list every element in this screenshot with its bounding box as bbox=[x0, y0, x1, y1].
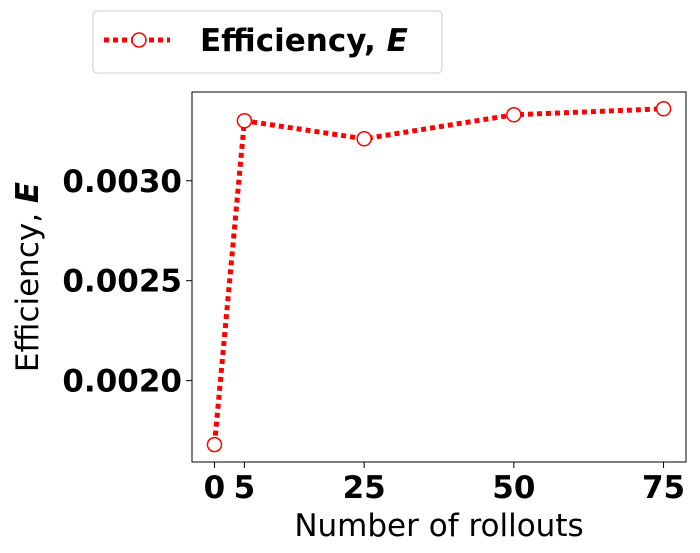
x-tick-label: 0 bbox=[204, 470, 226, 506]
legend-marker-sample bbox=[131, 32, 147, 48]
y-axis-label-text: Efficiency, bbox=[10, 203, 46, 372]
series-layer bbox=[212, 106, 664, 445]
series-line-efficiency bbox=[212, 106, 664, 445]
legend-label: Efficiency, E bbox=[200, 23, 408, 59]
y-tick-label: 0.0030 bbox=[62, 164, 182, 200]
x-tick-label: 5 bbox=[234, 470, 256, 506]
y-tick-label: 0.0020 bbox=[62, 364, 182, 400]
legend-label-text: Efficiency, bbox=[200, 23, 387, 59]
data-point bbox=[506, 107, 522, 123]
legend: Efficiency, E bbox=[92, 10, 443, 74]
legend-frame bbox=[92, 10, 443, 74]
data-point bbox=[655, 101, 672, 117]
y-axis-label: Efficiency, E bbox=[10, 182, 46, 372]
legend-label-italic: E bbox=[387, 23, 408, 59]
x-axis-label: Number of rollouts bbox=[294, 508, 583, 544]
x-tick-label: 25 bbox=[343, 470, 386, 506]
y-tick-label: 0.0025 bbox=[62, 264, 182, 300]
y-axis-ticks: 0.0020 0.0025 0.0030 bbox=[62, 164, 192, 400]
plot-frame bbox=[191, 91, 687, 463]
x-tick-label: 50 bbox=[492, 470, 535, 506]
data-point bbox=[236, 113, 253, 129]
y-axis-label-italic: E bbox=[10, 182, 46, 203]
data-point bbox=[206, 436, 223, 453]
data-point bbox=[356, 131, 372, 147]
points-layer bbox=[206, 101, 672, 453]
x-tick-label: 75 bbox=[642, 470, 685, 506]
x-axis-ticks: 0 5 25 50 75 bbox=[204, 462, 685, 506]
